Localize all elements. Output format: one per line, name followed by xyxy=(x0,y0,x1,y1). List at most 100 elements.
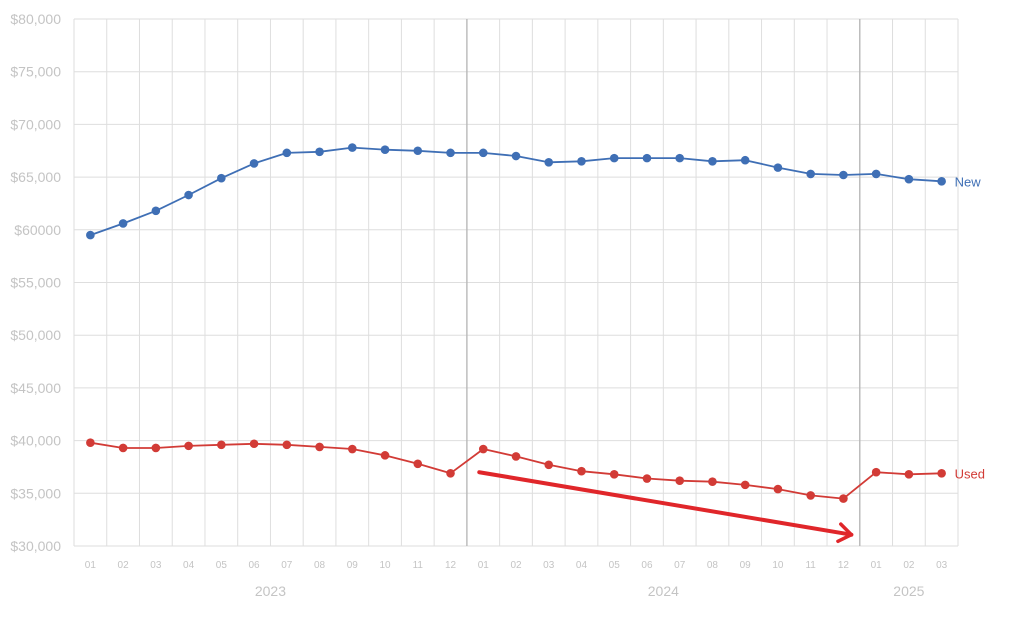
data-point-used xyxy=(839,494,848,503)
x-tick-label: 10 xyxy=(379,560,391,571)
y-tick-label: $50,000 xyxy=(10,327,61,343)
y-tick-label: $35,000 xyxy=(10,485,61,501)
y-tick-label: $55,000 xyxy=(10,275,61,291)
x-tick-label: 03 xyxy=(936,560,948,571)
data-point-used xyxy=(413,459,423,469)
trend-arrow-head xyxy=(836,522,854,544)
x-tick-label: 04 xyxy=(183,560,195,571)
data-point-new xyxy=(315,147,324,157)
data-point-new xyxy=(642,153,652,163)
data-point-new xyxy=(544,158,554,167)
x-tick-label: 01 xyxy=(85,560,97,571)
annotations xyxy=(477,470,854,544)
data-point-new xyxy=(413,146,423,156)
x-tick-label: 08 xyxy=(314,560,326,571)
data-point-used xyxy=(544,460,554,470)
x-tick-label: 08 xyxy=(707,560,719,571)
data-point-new xyxy=(839,170,848,180)
data-point-used xyxy=(347,444,357,454)
x-tick-label: 11 xyxy=(413,560,424,571)
x-tick-label: 01 xyxy=(478,560,490,571)
x-tick-label: 10 xyxy=(772,560,784,571)
data-point-new xyxy=(249,159,259,168)
data-point-used xyxy=(773,484,783,494)
data-point-used xyxy=(217,440,226,450)
grid xyxy=(73,18,959,547)
year-label: 2024 xyxy=(648,583,679,599)
data-point-used xyxy=(871,467,881,477)
data-point-used xyxy=(478,444,488,454)
data-point-used xyxy=(904,470,914,479)
data-point-new xyxy=(740,155,750,165)
data-point-new xyxy=(577,156,586,166)
data-point-new xyxy=(347,143,357,152)
year-label: 2023 xyxy=(255,583,286,599)
data-point-new xyxy=(446,148,455,158)
data-point-new xyxy=(675,153,685,163)
y-tick-label: $30,000 xyxy=(10,538,61,554)
x-tick-label: 04 xyxy=(576,560,588,571)
x-tick-label: 03 xyxy=(543,560,555,571)
series: New Used xyxy=(86,143,985,503)
data-point-used xyxy=(184,441,193,451)
data-point-new xyxy=(708,156,717,166)
data-point-new xyxy=(282,148,292,158)
x-tick-label: 07 xyxy=(281,560,293,571)
y-tick-label: $80,000 xyxy=(10,11,61,27)
y-tick-label: $75,000 xyxy=(10,64,61,80)
data-point-new xyxy=(184,190,193,200)
x-tick-label: 05 xyxy=(216,560,228,571)
data-point-used xyxy=(315,442,324,452)
data-point-new xyxy=(871,169,881,179)
trend-arrow xyxy=(477,470,854,537)
data-point-new xyxy=(380,145,390,154)
data-point-used xyxy=(249,439,259,449)
y-tick-label: $40,000 xyxy=(10,433,61,449)
x-tick-label: 02 xyxy=(510,560,522,571)
data-point-new xyxy=(118,219,128,228)
x-tick-label: 06 xyxy=(249,560,261,571)
series-label-used: Used xyxy=(955,466,985,481)
data-point-new xyxy=(478,148,488,158)
y-tick-label: $60000 xyxy=(14,222,61,238)
x-tick-label: 07 xyxy=(674,560,686,571)
data-point-used xyxy=(282,440,292,450)
x-tick-label: 12 xyxy=(838,560,850,571)
x-tick-label: 06 xyxy=(641,560,653,571)
year-label: 2025 xyxy=(893,583,924,599)
data-point-new xyxy=(86,230,95,240)
data-point-new xyxy=(904,174,914,184)
x-tick-label: 11 xyxy=(805,560,816,571)
data-point-new xyxy=(937,177,946,186)
x-tick-label: 02 xyxy=(118,560,130,571)
y-tick-label: $45,000 xyxy=(10,380,61,396)
x-tick-label: 09 xyxy=(347,560,359,571)
x-tick-label: 01 xyxy=(871,560,883,571)
data-point-new xyxy=(217,173,226,183)
data-point-used xyxy=(86,438,95,448)
data-point-new xyxy=(511,151,521,161)
data-point-used xyxy=(511,452,521,461)
data-point-used xyxy=(937,468,946,478)
x-tick-label: 03 xyxy=(150,560,162,571)
x-tick-label: 05 xyxy=(609,560,621,571)
y-tick-label: $65,000 xyxy=(10,169,61,185)
data-point-new xyxy=(609,153,619,163)
series-label-new: New xyxy=(955,174,982,189)
x-tick-label: 09 xyxy=(740,560,752,571)
axes: $30,000 $35,000 $40,000 $45,000 $50,000 $55,0… xyxy=(10,11,947,599)
data-point-used xyxy=(380,451,390,460)
x-tick-label: 12 xyxy=(445,560,457,571)
data-point-used xyxy=(609,470,619,479)
data-point-new xyxy=(773,163,783,172)
data-point-used xyxy=(740,480,750,490)
data-point-used xyxy=(675,476,685,485)
y-tick-label: $70,000 xyxy=(10,116,61,132)
data-point-used xyxy=(642,474,652,483)
data-point-new xyxy=(151,206,161,216)
data-point-used xyxy=(118,443,128,453)
data-point-used xyxy=(708,477,717,487)
series-line-used xyxy=(90,441,942,500)
